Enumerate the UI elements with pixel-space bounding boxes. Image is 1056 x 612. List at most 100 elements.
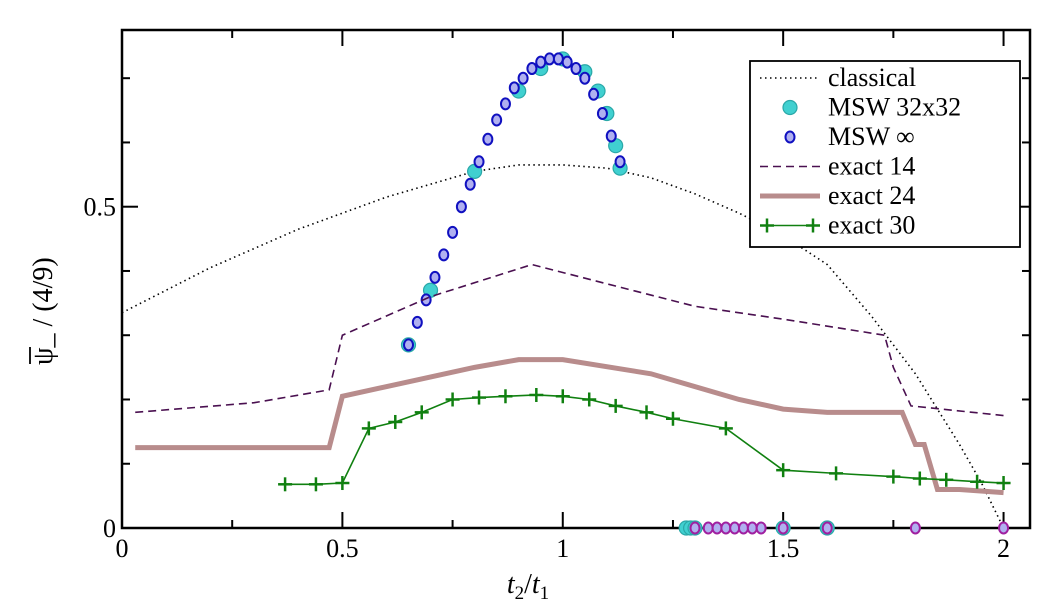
axis-ticks: 0 0.5 1 1.5 2 0 0.5 (84, 30, 1030, 563)
data-point-msw- (473, 155, 485, 169)
x-axis-label: t2/t1 (507, 569, 549, 604)
legend-label: exact 24 (828, 181, 915, 210)
series-msw- (403, 52, 626, 352)
legend-swatch-marker (760, 218, 774, 233)
series-line-classical (121, 164, 1005, 529)
data-point-exact-30 (498, 389, 513, 404)
data-point-zero-markers-purple- (737, 521, 749, 535)
data-point-exact-30 (665, 411, 680, 426)
data-point-msw- (499, 97, 511, 111)
data-point-exact-30 (414, 405, 429, 420)
series-zero-markers-purple- (689, 521, 1010, 535)
series-exact-24 (135, 357, 1004, 496)
data-point-msw- (561, 55, 573, 69)
legend-label: exact 14 (828, 152, 915, 181)
data-point-msw- (517, 71, 529, 85)
data-point-msw- (464, 177, 476, 191)
data-point-exact-30 (278, 477, 293, 492)
data-point-exact-30 (829, 466, 844, 481)
data-point-exact-30 (970, 474, 985, 489)
data-point-msw- (605, 129, 617, 143)
legend-swatch-marker (806, 218, 820, 233)
data-point-msw- (447, 225, 459, 239)
y-tick-label: 0.5 (84, 193, 117, 222)
legend-label: MSW ∞ (828, 122, 915, 151)
data-point-msw- (596, 107, 608, 121)
data-point-exact-30 (939, 472, 954, 487)
data-point-exact-30 (582, 392, 597, 407)
data-point-msw- (491, 113, 503, 127)
data-point-msw- (588, 87, 600, 101)
y-label-text: ψ_ / (4/9) (28, 257, 59, 365)
data-point-zero-markers-purple- (746, 521, 758, 535)
x-tick-label: 0.5 (326, 534, 359, 563)
data-point-msw- (570, 62, 582, 76)
legend-swatch-marker (784, 130, 796, 144)
data-point-msw- (411, 315, 423, 329)
x-tick-label: 1 (556, 534, 569, 563)
data-point-exact-30 (361, 421, 376, 436)
data-point-msw- (526, 62, 538, 76)
data-point-exact-30 (608, 398, 623, 413)
x-tick-label: 0 (116, 534, 129, 563)
data-point-exact-30 (718, 421, 733, 436)
legend-entry-exact-14: exact 14 (760, 152, 915, 181)
legend-entry-classical: classical (760, 63, 916, 92)
data-point-exact-30 (388, 414, 403, 429)
data-point-exact-30 (308, 477, 323, 492)
series-line-exact-24 (135, 357, 1004, 496)
data-point-zero-markers-purple- (755, 521, 767, 535)
legend-swatch-marker (782, 99, 798, 116)
series-layer (121, 51, 1011, 536)
legend-entry-msw-: MSW ∞ (784, 122, 915, 151)
series-exact-14 (135, 263, 1004, 417)
series-line-exact-14 (135, 263, 1004, 417)
data-point-msw- (614, 155, 626, 169)
data-point-zero-markers-purple- (777, 521, 789, 535)
data-point-zero-markers-purple- (729, 521, 741, 535)
legend-entry-exact-24: exact 24 (760, 181, 915, 210)
data-point-exact-30 (445, 392, 460, 407)
legend-box (749, 60, 1021, 248)
legend-label: MSW 32x32 (828, 93, 961, 122)
data-point-msw- (552, 52, 564, 66)
data-point-msw- (508, 81, 520, 95)
y-tick-label: 0 (103, 514, 116, 543)
data-point-zero-markers-purple- (821, 521, 833, 535)
data-point-exact-30 (776, 463, 791, 478)
y-axis-label: ψ_ / (4/9) (28, 257, 59, 365)
data-point-exact-30 (886, 469, 901, 484)
x-tick-label: 1.5 (767, 534, 800, 563)
data-point-zero-markers-purple- (998, 521, 1010, 535)
data-point-exact-30 (996, 476, 1011, 491)
data-point-zero-markers-purple- (689, 521, 701, 535)
series-line-exact-30 (285, 394, 1004, 486)
data-point-exact-30 (912, 471, 927, 486)
data-point-msw- (455, 200, 467, 214)
data-point-msw- (544, 52, 556, 66)
data-point-exact-30 (472, 390, 487, 405)
legend-entry-msw-32x32: MSW 32x32 (782, 93, 961, 122)
data-point-msw- (579, 71, 591, 85)
data-point-msw- (438, 248, 450, 262)
data-point-msw- (535, 55, 547, 69)
data-point-msw- (429, 270, 441, 284)
data-point-zero-markers-purple- (909, 521, 921, 535)
data-point-exact-30 (639, 405, 654, 420)
legend-label: exact 30 (828, 211, 915, 240)
legend-label: classical (828, 63, 916, 92)
data-point-exact-30 (529, 387, 544, 402)
data-point-zero-markers-purple- (702, 521, 714, 535)
data-point-zero-markers-purple- (720, 521, 732, 535)
data-point-exact-30 (555, 389, 570, 404)
series-exact-30 (278, 387, 1011, 492)
series-classical (121, 164, 1005, 529)
data-point-msw- (403, 338, 415, 352)
data-point-zero-markers-purple- (711, 521, 723, 535)
legend-entry-exact-30: exact 30 (760, 211, 915, 240)
data-point-exact-30 (335, 476, 350, 491)
data-point-msw- (482, 132, 494, 146)
